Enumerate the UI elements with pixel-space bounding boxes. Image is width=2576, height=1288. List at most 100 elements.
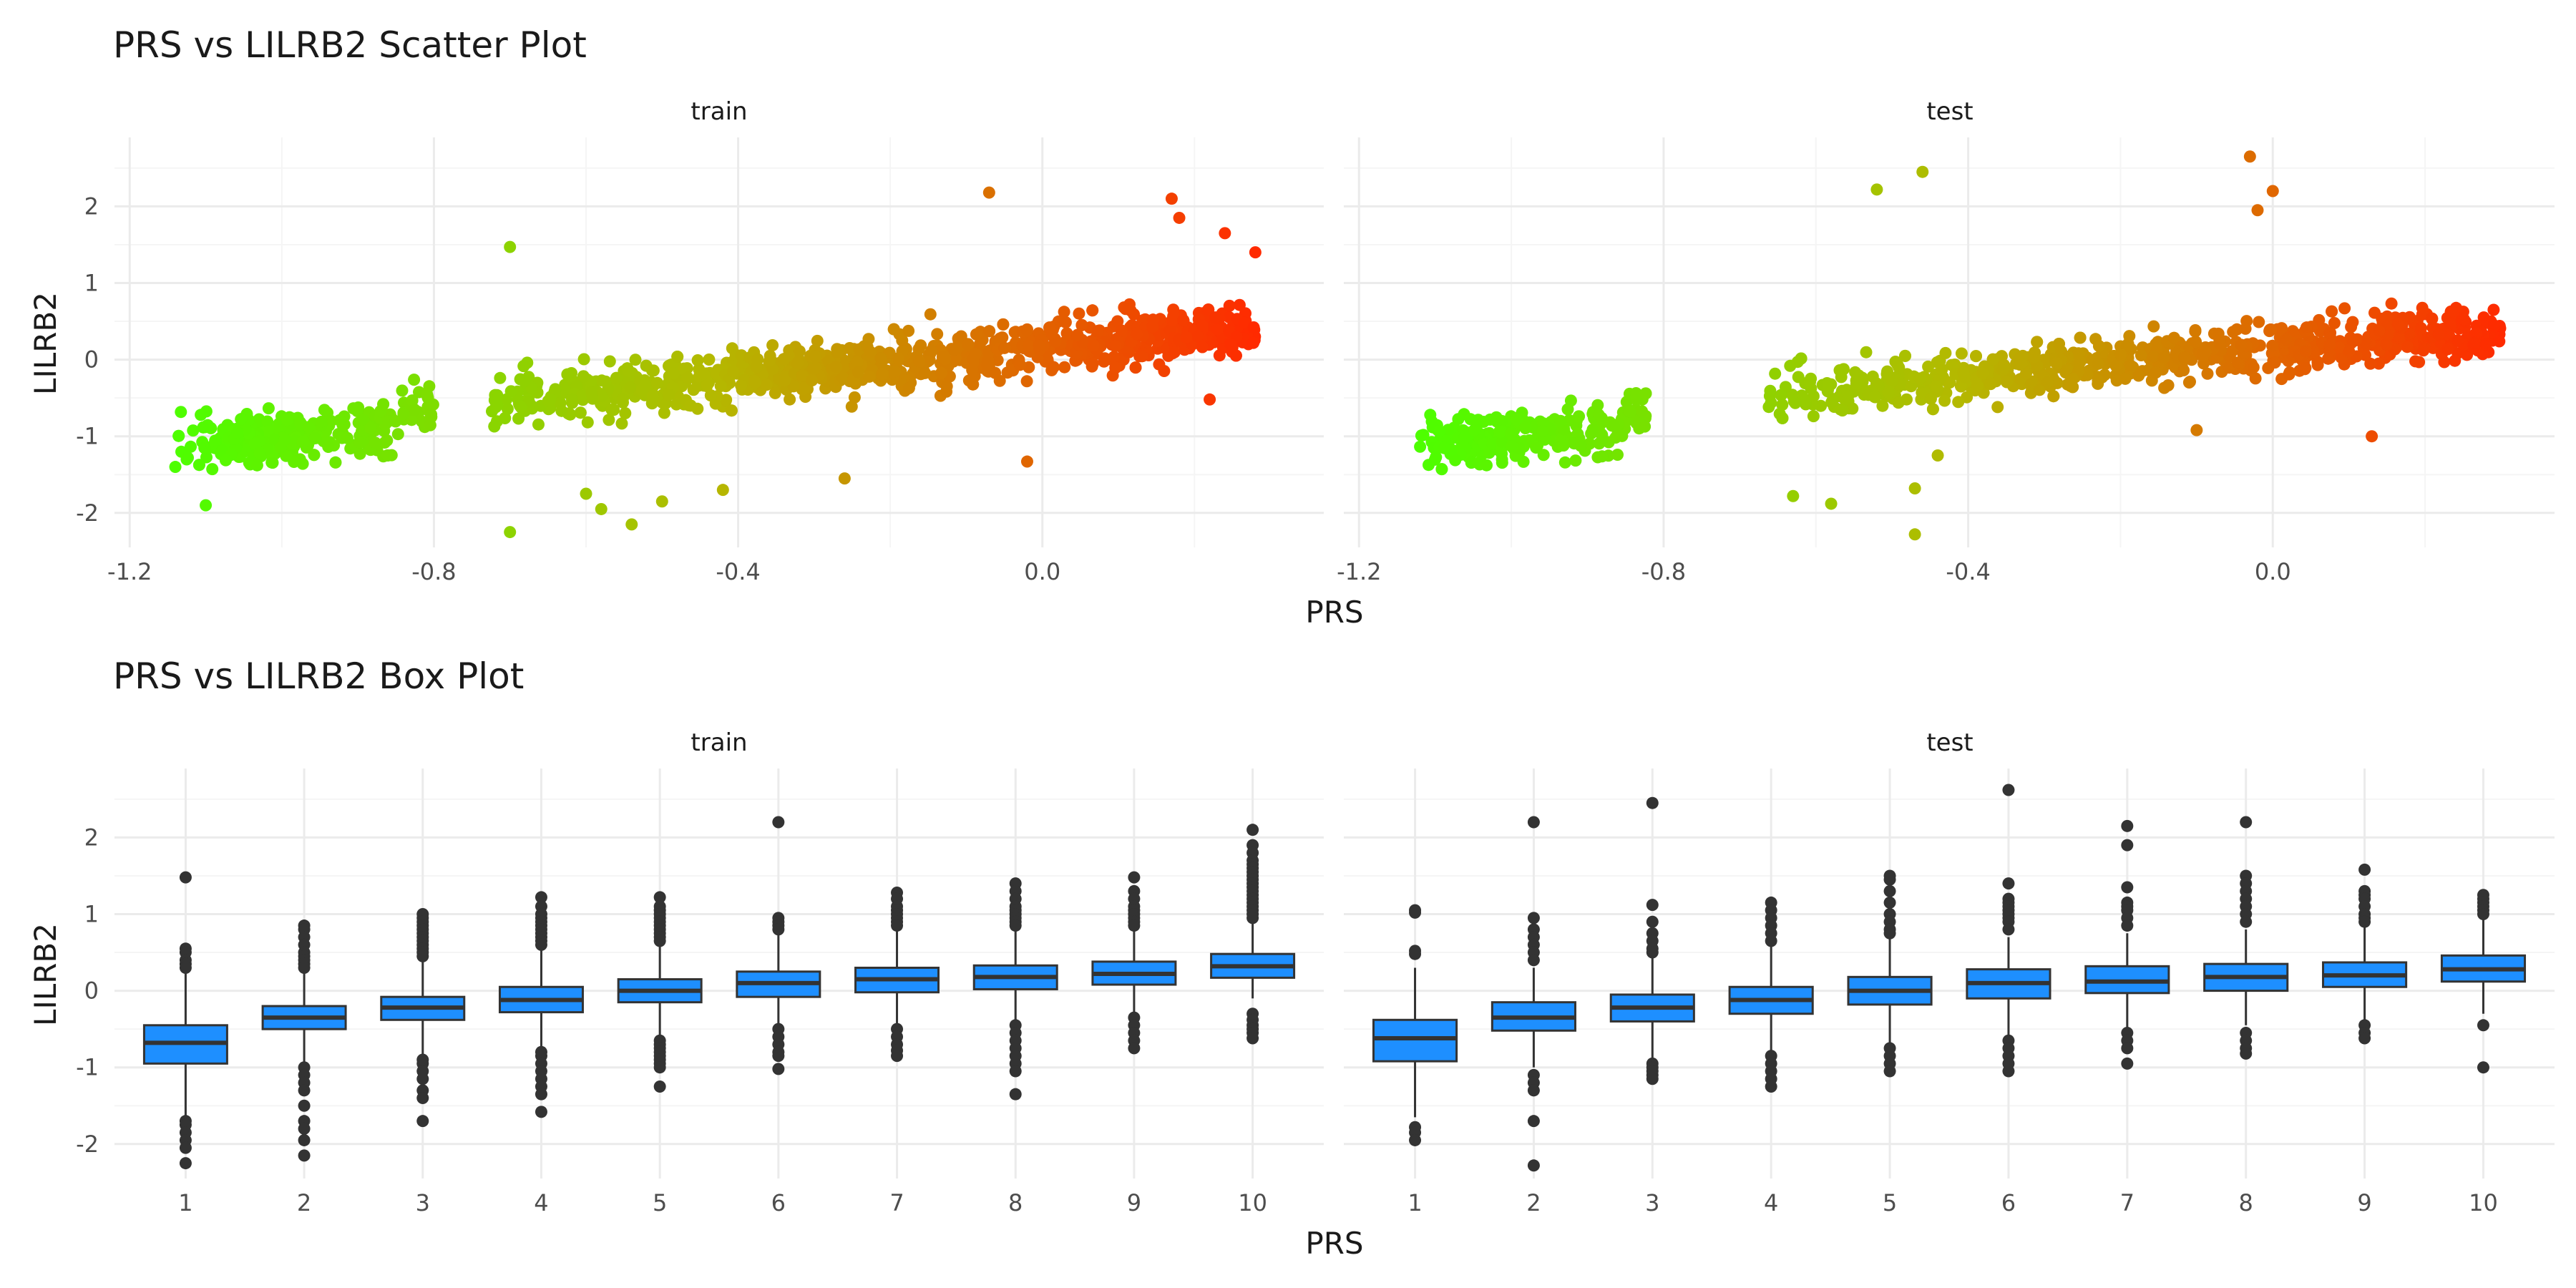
box-category-8 (972, 877, 1058, 1101)
scatter-y-tick-label: 2 (84, 192, 99, 220)
scatter-point (248, 437, 261, 450)
scatter-point (187, 424, 200, 437)
scatter-point (2417, 344, 2430, 357)
scatter-y-tick-label: -1 (76, 423, 99, 450)
scatter-point (1033, 339, 1045, 352)
box-x-tick-label: 2 (1526, 1189, 1541, 1216)
scatter-point (1607, 419, 1620, 432)
scatter-point (1804, 376, 1816, 388)
scatter-point (784, 393, 796, 406)
box-outlier-point (1409, 947, 1422, 960)
box-x-tick-label: 8 (1008, 1189, 1023, 1216)
scatter-point (1511, 413, 1523, 426)
scatter-point (1423, 459, 1435, 472)
scatter-point (948, 343, 961, 356)
box-outlier-point (1527, 1159, 1540, 1172)
scatter-point (2338, 302, 2351, 315)
scatter-point (624, 381, 637, 394)
scatter-point (504, 385, 517, 398)
scatter-point (274, 441, 287, 454)
scatter-point (2326, 305, 2338, 318)
scatter-outlier-point (2487, 303, 2500, 316)
box-outlier-point (1246, 824, 1259, 836)
scatter-point (1415, 429, 1428, 442)
scatter-point (671, 351, 684, 363)
scatter-point (1536, 425, 1549, 438)
scatter-point (2457, 313, 2470, 326)
box-x-tick-label: 5 (653, 1189, 667, 1216)
scatter-point (1122, 303, 1135, 316)
scatter-point (2253, 316, 2265, 328)
scatter-point (955, 330, 967, 343)
scatter-point (629, 353, 642, 366)
scatter-point (902, 324, 915, 337)
scatter-point (1573, 410, 1585, 423)
box-outlier-point (1883, 927, 1896, 940)
scatter-point (750, 361, 763, 374)
scatter-point (2266, 339, 2279, 352)
scatter-point (935, 366, 948, 379)
box-outlier-point (1009, 919, 1022, 932)
scatter-point (2432, 328, 2445, 341)
box-category-5 (1847, 869, 1933, 1078)
scatter-point (1807, 410, 1820, 423)
box-x-tick-label: 2 (297, 1189, 311, 1216)
scatter-point (2469, 327, 2482, 340)
scatter-point (1020, 324, 1033, 337)
scatter-point (341, 431, 353, 444)
scatter-point (1984, 378, 1997, 391)
box-y-tick-label: 1 (84, 900, 99, 927)
scatter-point (703, 353, 716, 366)
box-outlier-point (298, 1133, 311, 1146)
scatter-y-tick-label: -2 (76, 499, 99, 527)
scatter-point (2299, 361, 2312, 374)
scatter-point (2449, 354, 2462, 367)
scatter-point (315, 416, 328, 428)
box-outlier-point (653, 1080, 666, 1093)
box-test-axes: 1 2 3 4 5 6 7 8 9 10 (1407, 1189, 2497, 1216)
scatter-point (512, 412, 525, 425)
scatter-point (2373, 324, 2386, 337)
scatter-y-tick-label: 0 (84, 346, 99, 374)
box-outlier-point (2121, 881, 2134, 894)
scatter-x-tick-label: -0.8 (1641, 558, 1686, 585)
scatter-point (2150, 366, 2162, 379)
scatter-point (1971, 379, 1984, 392)
box-outlier-point (653, 1061, 666, 1074)
scatter-point (2213, 334, 2226, 346)
scatter-point (1996, 364, 2009, 376)
box-outlier-point (772, 816, 785, 829)
scatter-point (635, 384, 648, 396)
scatter-point (970, 328, 982, 341)
scatter-point (2409, 355, 2421, 368)
box-outlier-point (416, 950, 429, 962)
box-outlier-point (535, 1106, 547, 1118)
scatter-point (610, 371, 623, 384)
scatter-point (2441, 343, 2454, 356)
box-category-9 (2322, 863, 2408, 1045)
box-outlier-point (535, 891, 547, 904)
scatter-point (501, 403, 514, 415)
scatter-point (1876, 399, 1889, 412)
scatter-point (763, 354, 776, 367)
scatter-point (714, 379, 727, 392)
scatter-point (577, 370, 590, 383)
scatter-point (1496, 457, 1508, 469)
scatter-point (209, 434, 222, 447)
scatter-point (172, 429, 185, 442)
scatter-point (1470, 419, 1483, 431)
scatter-point (576, 389, 588, 402)
scatter-point (253, 447, 266, 459)
box-x-tick-label: 3 (1645, 1189, 1659, 1216)
scatter-point (2114, 348, 2127, 361)
scatter-point (532, 418, 545, 431)
scatter-point (1196, 319, 1209, 332)
scatter-point (2385, 297, 2398, 310)
scatter-point (2235, 338, 2248, 351)
box-outlier-point (298, 961, 311, 974)
scatter-x-tick-label: 0.0 (1024, 558, 1060, 585)
scatter-point (1430, 451, 1443, 464)
scatter-point (1892, 396, 1905, 409)
scatter-point (2488, 319, 2500, 332)
box-outlier-point (179, 871, 192, 884)
